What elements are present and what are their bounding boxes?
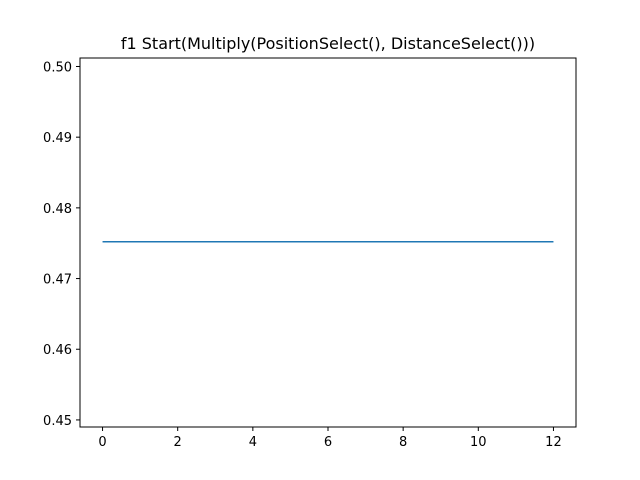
x-tick-label: 4 — [249, 435, 257, 450]
chart-title: f1 Start(Multiply(PositionSelect(), Dist… — [121, 34, 535, 53]
y-tick-label: 0.45 — [43, 414, 72, 429]
y-tick-label: 0.50 — [43, 60, 72, 75]
x-axis: 0 2 4 6 8 10 12 — [98, 427, 562, 450]
x-tick-label: 12 — [545, 435, 562, 450]
x-tick-label: 8 — [399, 435, 407, 450]
x-tick-label: 6 — [324, 435, 332, 450]
x-tick-label: 0 — [98, 435, 106, 450]
x-tick-label: 2 — [174, 435, 182, 450]
y-axis: 0.45 0.46 0.47 0.48 0.49 0.50 — [43, 60, 80, 429]
y-tick-label: 0.46 — [43, 343, 72, 358]
y-tick-label: 0.48 — [43, 202, 72, 217]
y-tick-label: 0.49 — [43, 131, 72, 146]
x-tick-label: 10 — [470, 435, 487, 450]
y-tick-label: 0.47 — [43, 273, 72, 288]
